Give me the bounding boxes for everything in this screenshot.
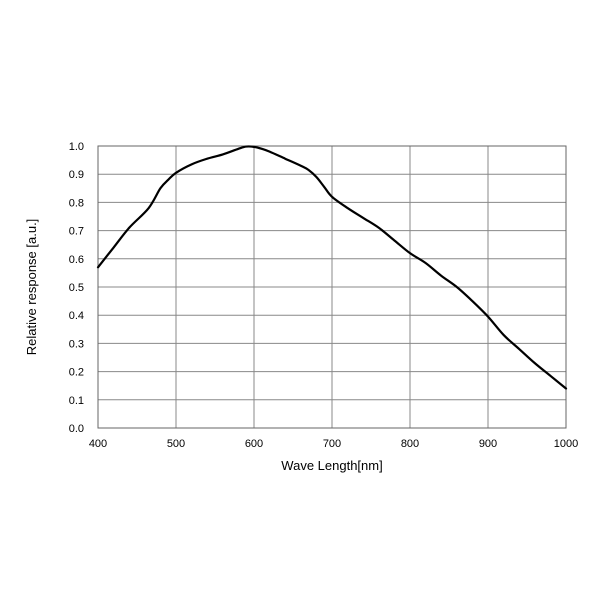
series-layer [96, 145, 568, 390]
y-tick-label: 0.4 [69, 310, 84, 322]
y-axis-title: Relative response [a.u.] [24, 219, 39, 356]
x-tick-label: 800 [401, 438, 419, 450]
y-tick-label: 0.9 [69, 169, 84, 181]
x-tick-label: 1000 [554, 438, 578, 450]
y-tick-label: 0.0 [69, 423, 84, 435]
x-tick-label: 600 [245, 438, 263, 450]
response-curve-line [96, 145, 568, 390]
y-tick-label: 0.5 [69, 282, 84, 294]
y-tick-label: 0.8 [69, 197, 84, 209]
x-axis-title: Wave Length[nm] [281, 458, 382, 473]
x-tick-label: 400 [89, 438, 107, 450]
x-tick-label: 500 [167, 438, 185, 450]
y-tick-label: 0.6 [69, 254, 84, 266]
grid-lines [97, 145, 567, 429]
x-tick-label: 900 [479, 438, 497, 450]
y-tick-label: 0.7 [69, 226, 84, 238]
y-tick-label: 1.0 [69, 141, 84, 153]
plot-frame [97, 145, 567, 429]
x-tick-label: 700 [323, 438, 341, 450]
y-tick-label: 0.2 [69, 367, 84, 379]
y-tick-label: 0.3 [69, 338, 84, 350]
x-tick-labels: 400 500 600 700 800 900 1000 [89, 438, 578, 450]
y-tick-labels: 0.0 0.1 0.2 0.3 0.4 0.5 0.6 0.7 0.8 0.9 1.0 [69, 141, 84, 435]
y-tick-label: 0.1 [69, 395, 84, 407]
